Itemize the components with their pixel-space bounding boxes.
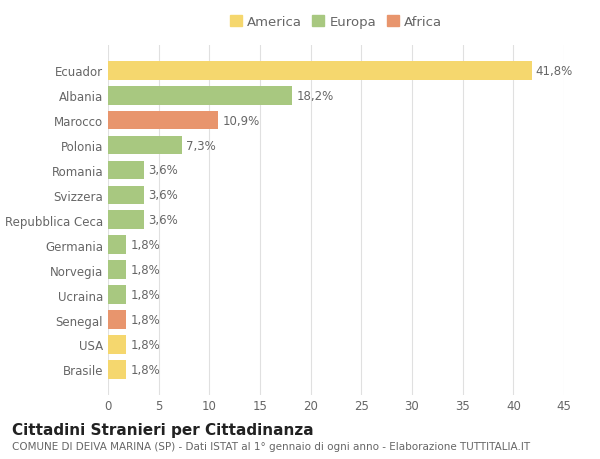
Text: Cittadini Stranieri per Cittadinanza: Cittadini Stranieri per Cittadinanza bbox=[12, 422, 314, 437]
Bar bbox=[108, 236, 126, 255]
Text: COMUNE DI DEIVA MARINA (SP) - Dati ISTAT al 1° gennaio di ogni anno - Elaborazio: COMUNE DI DEIVA MARINA (SP) - Dati ISTAT… bbox=[12, 441, 530, 451]
Text: 1,8%: 1,8% bbox=[130, 363, 160, 376]
Bar bbox=[108, 336, 126, 354]
Bar bbox=[108, 136, 182, 155]
Bar bbox=[108, 261, 126, 280]
Text: 1,8%: 1,8% bbox=[130, 263, 160, 277]
Legend: America, Europa, Africa: America, Europa, Africa bbox=[224, 11, 448, 34]
Bar bbox=[108, 62, 532, 80]
Text: 10,9%: 10,9% bbox=[223, 114, 260, 127]
Text: 1,8%: 1,8% bbox=[130, 338, 160, 351]
Bar bbox=[108, 310, 126, 329]
Text: 1,8%: 1,8% bbox=[130, 313, 160, 326]
Text: 3,6%: 3,6% bbox=[149, 164, 178, 177]
Text: 18,2%: 18,2% bbox=[296, 90, 334, 102]
Bar bbox=[108, 112, 218, 130]
Bar bbox=[108, 186, 145, 205]
Bar bbox=[108, 87, 292, 105]
Bar bbox=[108, 161, 145, 180]
Bar bbox=[108, 211, 145, 230]
Text: 1,8%: 1,8% bbox=[130, 239, 160, 252]
Bar bbox=[108, 285, 126, 304]
Text: 1,8%: 1,8% bbox=[130, 288, 160, 302]
Text: 3,6%: 3,6% bbox=[149, 214, 178, 227]
Bar bbox=[108, 360, 126, 379]
Text: 3,6%: 3,6% bbox=[149, 189, 178, 202]
Text: 7,3%: 7,3% bbox=[186, 139, 216, 152]
Text: 41,8%: 41,8% bbox=[536, 65, 573, 78]
